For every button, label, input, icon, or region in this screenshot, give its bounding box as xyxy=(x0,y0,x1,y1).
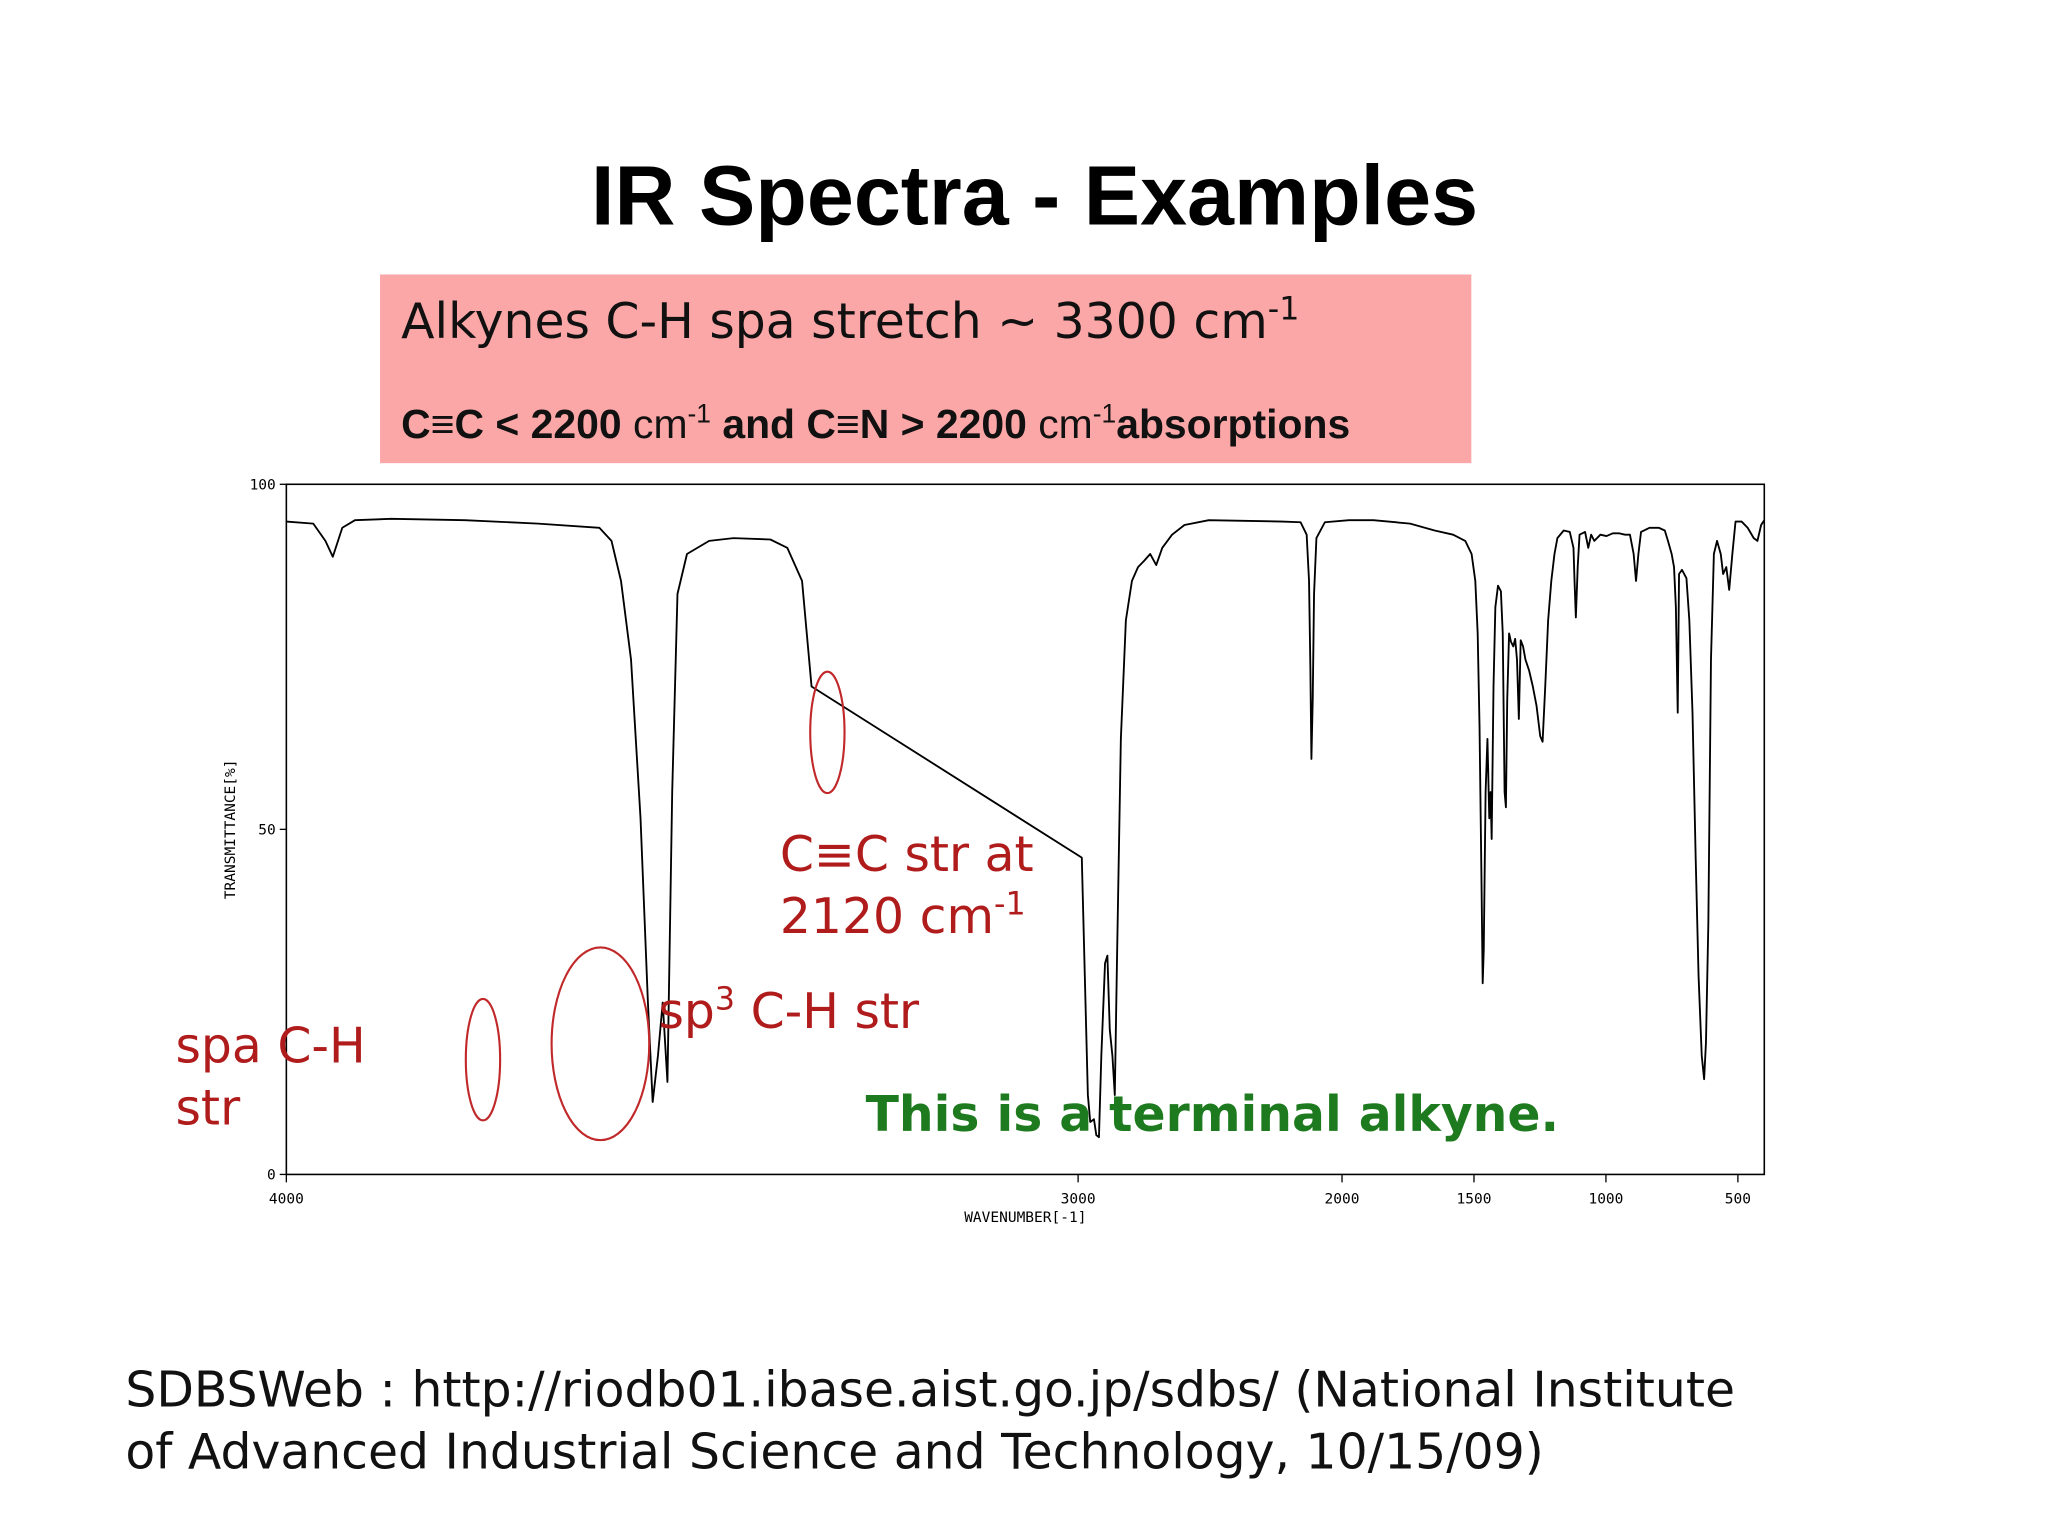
info-part: and C≡N > 2200 xyxy=(711,401,1038,447)
x-tick-label: 2000 xyxy=(1325,1191,1360,1207)
spectrum-line xyxy=(286,517,1766,1139)
annotation: 2120 cm-1 xyxy=(780,886,1026,944)
x-tick-label: 4000 xyxy=(269,1191,304,1207)
highlight-ellipse xyxy=(550,946,651,1142)
footer-line: of Advanced Industrial Science and Techn… xyxy=(125,1424,1543,1481)
info-line-2: C≡C < 2200 cm-1 and C≡N > 2200 cm-1absor… xyxy=(401,398,1350,447)
info-part: cm xyxy=(633,401,688,447)
annotation: str xyxy=(176,1079,242,1136)
note: This is a terminal alkyne. xyxy=(866,1086,1559,1143)
y-tick-label: 100 xyxy=(250,478,276,494)
info-text: Alkynes C-H spa stretch ~ 3300 cm xyxy=(401,293,1268,350)
y-tick-label: 0 xyxy=(267,1168,276,1184)
slide-title: IR Spectra - Examples xyxy=(591,148,1478,242)
x-tick-label: 3000 xyxy=(1061,1191,1096,1207)
highlight-ellipse xyxy=(464,997,502,1122)
y-tick-label: 50 xyxy=(258,823,275,839)
info-part: cm xyxy=(1038,401,1093,447)
x-tick-label: 1500 xyxy=(1457,1191,1492,1207)
info-part: C≡C < 2200 xyxy=(401,401,633,447)
x-tick-label: 500 xyxy=(1725,1191,1751,1207)
annotation-sup: 3 xyxy=(715,981,735,1017)
annotation-sup: -1 xyxy=(994,886,1026,922)
plot-frame xyxy=(285,483,1766,1176)
annotation: spa C-H xyxy=(176,1017,366,1074)
annotation-text: C-H str xyxy=(735,983,920,1040)
footer-line: SDBSWeb : http://riodb01.ibase.aist.go.j… xyxy=(125,1362,1735,1419)
annotation-text: sp xyxy=(658,983,714,1040)
annotation: sp3 C-H str xyxy=(658,981,920,1039)
info-sup: -1 xyxy=(1268,291,1300,327)
info-line-1: Alkynes C-H spa stretch ~ 3300 cm-1 xyxy=(401,291,1299,349)
info-box xyxy=(380,274,1472,464)
x-axis-label: WAVENUMBER[-1] xyxy=(964,1210,1086,1226)
annotation-text: 2120 cm xyxy=(780,888,994,945)
info-sup: -1 xyxy=(1093,398,1116,428)
highlight-ellipse xyxy=(809,670,846,795)
info-sup: -1 xyxy=(688,398,711,428)
y-axis-label: TRANSMITTANCE[%] xyxy=(223,760,239,900)
x-tick-label: 1000 xyxy=(1588,1191,1623,1207)
spectrum-chart: 0 50 100 4000 3000 2000 1500 1000 500 WAVENUMBER[… xyxy=(223,478,1766,1226)
info-part: absorptions xyxy=(1116,401,1350,447)
annotation: C≡C str at xyxy=(780,826,1034,883)
